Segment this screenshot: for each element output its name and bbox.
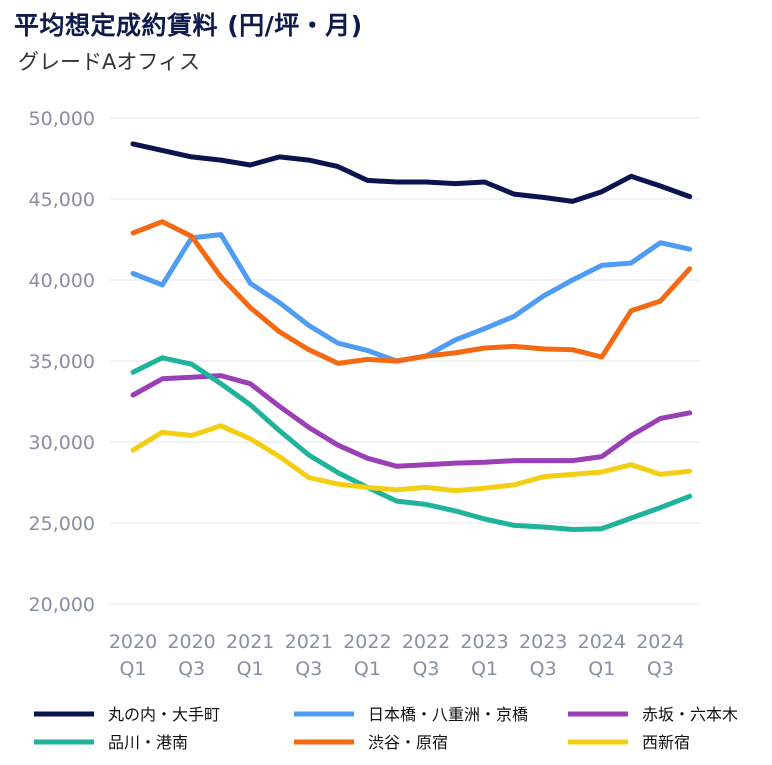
x-tick-year: 2024 [578,631,626,653]
series-line [130,373,693,469]
y-tick-label: 40,000 [29,270,95,292]
y-tick-label: 20,000 [29,594,95,616]
series-lines [130,141,693,532]
x-tick-year: 2022 [343,631,391,653]
x-tick-year: 2023 [460,631,508,653]
x-tick-quarter: Q3 [412,658,439,680]
x-tick-quarter: Q1 [119,658,146,680]
y-tick-label: 25,000 [29,513,95,535]
series-line [130,232,693,364]
legend-label: 赤坂・六本木 [642,705,738,724]
x-tick-year: 2024 [636,631,684,653]
y-axis-ticks: 50,000 45,000 40,000 35,000 30,000 25,000 20,0… [29,108,95,616]
legend-label: 日本橋・八重洲・京橋 [368,705,528,724]
chart-title: 平均想定成約賃料 (円/坪・月) [14,11,363,40]
x-tick-year: 2023 [519,631,567,653]
legend-label: 丸の内・大手町 [108,705,220,724]
y-tick-label: 30,000 [29,432,95,454]
x-tick-year: 2020 [109,631,157,653]
legend-label: 品川・港南 [108,733,188,752]
x-tick-year: 2021 [285,631,333,653]
chart-subtitle: グレードAオフィス [18,50,200,74]
x-tick-quarter: Q3 [178,658,205,680]
series-line [130,423,693,494]
y-tick-label: 35,000 [29,351,95,373]
x-tick-quarter: Q3 [295,658,322,680]
series-line [130,355,693,532]
x-tick-quarter: Q3 [530,658,557,680]
x-tick-year: 2022 [402,631,450,653]
x-tick-quarter: Q3 [647,658,674,680]
x-axis-ticks: 2020 Q1 2020 Q3 2021 Q1 2021 Q3 2022 Q1 2022 Q3 2023… [109,631,685,680]
x-tick-quarter: Q1 [237,658,264,680]
legend-label: 西新宿 [642,733,690,752]
x-tick-quarter: Q1 [354,658,381,680]
x-tick-year: 2020 [167,631,215,653]
x-tick-quarter: Q1 [588,658,615,680]
y-tick-label: 45,000 [29,189,95,211]
x-tick-quarter: Q1 [471,658,498,680]
x-tick-year: 2021 [226,631,274,653]
series-line [130,141,693,204]
y-tick-label: 50,000 [29,108,95,130]
series-line [130,219,693,366]
legend-label: 渋谷・原宿 [368,733,448,752]
grid-lines [110,117,700,605]
